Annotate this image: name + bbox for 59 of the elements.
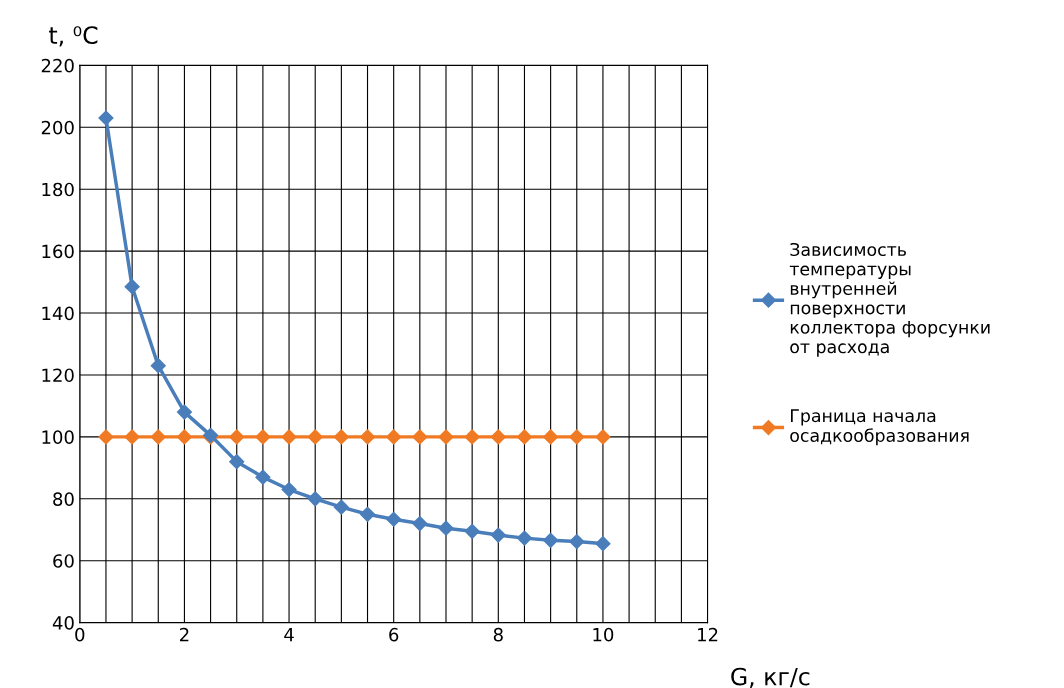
y-tick-label: 120 — [42, 368, 74, 383]
point — [176, 429, 192, 445]
legend-label: Зависимость температуры внутренней поверхности коллектора форсунки от расхода — [789, 242, 990, 357]
point — [229, 454, 245, 470]
point — [98, 110, 114, 126]
point — [595, 429, 611, 445]
point — [516, 429, 533, 445]
point — [333, 429, 349, 445]
y-tick-label: 140 — [42, 306, 74, 321]
point — [176, 404, 192, 420]
point — [595, 536, 611, 552]
point — [281, 429, 297, 445]
point — [412, 515, 428, 532]
point — [229, 429, 245, 445]
point — [150, 429, 166, 445]
point — [359, 429, 376, 445]
point — [124, 279, 140, 295]
point — [255, 469, 271, 485]
point — [490, 527, 506, 543]
point — [255, 429, 271, 445]
point — [412, 429, 428, 445]
y-tick-label: 40 — [52, 616, 74, 630]
point — [307, 491, 323, 507]
y-tick-label: 80 — [53, 492, 74, 506]
y-tick-label: 200 — [41, 120, 74, 135]
x-axis-title: G, кг/с — [731, 667, 810, 688]
point — [543, 532, 559, 548]
point — [490, 429, 506, 445]
point — [464, 429, 480, 445]
x-tick-label: 6 — [389, 627, 399, 642]
y-tick-label: 100 — [42, 430, 74, 444]
point — [307, 429, 323, 445]
point — [569, 533, 585, 550]
point — [516, 530, 533, 546]
point — [543, 429, 559, 445]
y-axis-title: t, ⁰C — [49, 26, 98, 47]
point — [124, 429, 140, 445]
point — [281, 481, 297, 498]
x-tick-label: 12 — [698, 627, 718, 642]
point — [359, 506, 376, 522]
y-tick-label: 160 — [42, 244, 74, 259]
point — [569, 429, 585, 445]
legend-label: Граница начала осадкообразования — [790, 409, 969, 446]
y-tick-label: 220 — [41, 58, 74, 73]
point — [150, 358, 166, 374]
x-tick-label: 2 — [180, 627, 189, 642]
x-tick-label: 8 — [493, 627, 503, 642]
x-tick-label: 10 — [593, 627, 614, 642]
y-tick-label: 60 — [53, 554, 74, 568]
x-tick-label: 0 — [75, 627, 85, 642]
point — [438, 429, 454, 445]
point — [386, 511, 402, 527]
x-tick-label: 4 — [284, 628, 294, 642]
point — [438, 520, 454, 536]
point — [464, 523, 480, 539]
point — [386, 429, 402, 445]
point — [98, 429, 114, 445]
point — [333, 499, 349, 515]
y-tick-label: 180 — [42, 182, 74, 197]
